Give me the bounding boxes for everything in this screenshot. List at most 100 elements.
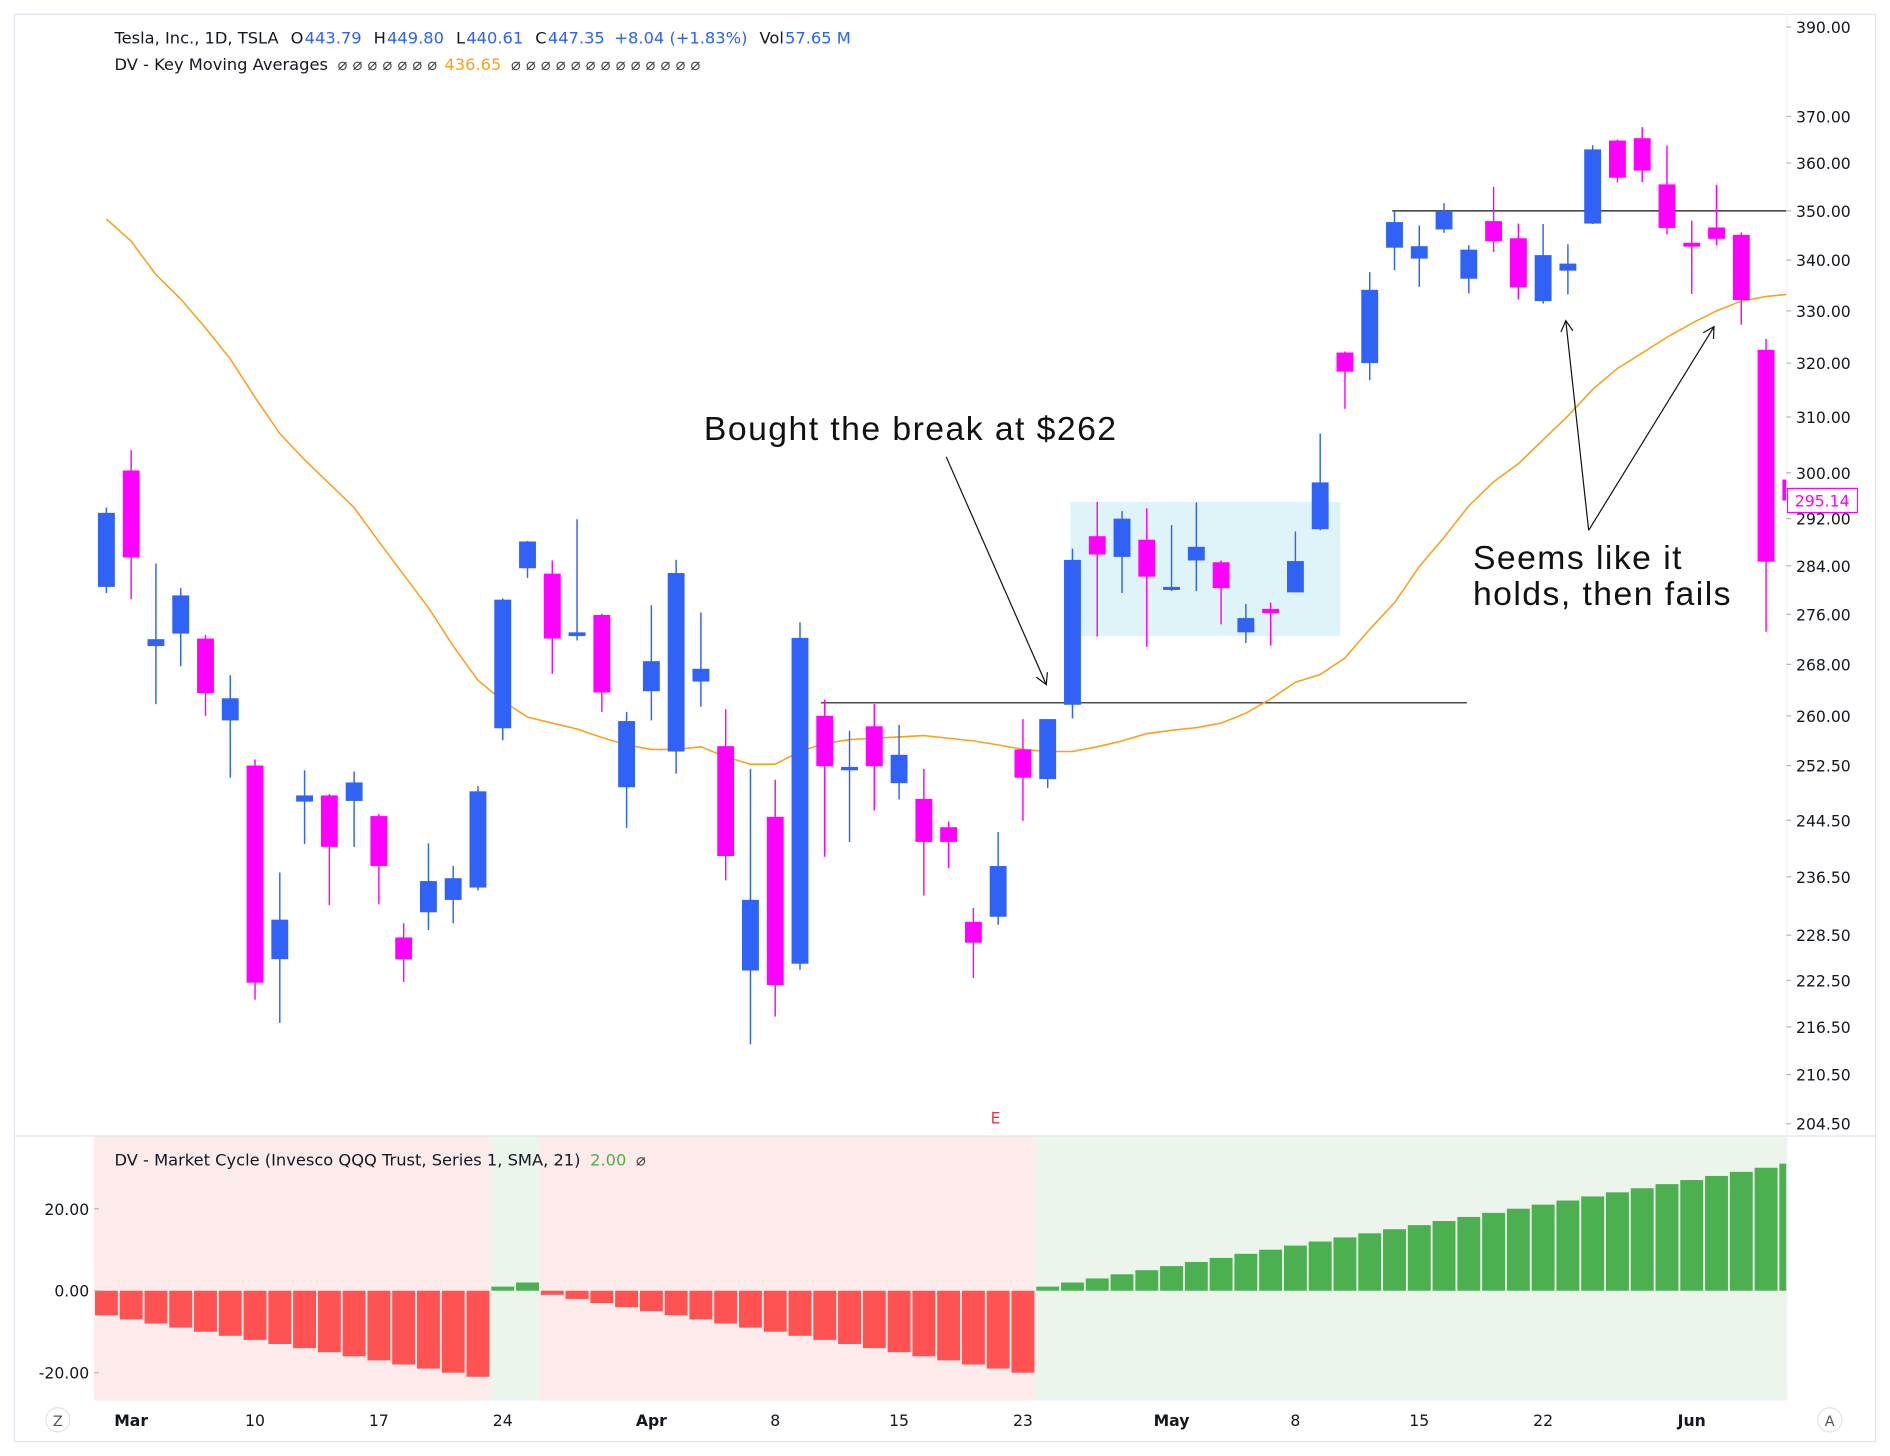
candle-body [395,937,413,960]
candle-body [1435,210,1453,230]
regime-shade [316,1136,343,1401]
candle-body [1212,562,1230,589]
annotation: Bought the break at $262 [704,410,1118,448]
cycle-bar [194,1290,217,1332]
cycle-bar [838,1290,861,1344]
candle-body [271,919,289,960]
candle-body [618,721,636,788]
y-tick-label: 204.50 [1796,1115,1851,1134]
cycle-bar [317,1290,341,1353]
candle-body [172,595,190,634]
candle-body [1113,518,1131,557]
cycle-bar [1160,1266,1184,1291]
candle-body [1187,546,1205,561]
y-tick-label: 350.00 [1796,202,1851,221]
y-tick-label: 268.00 [1796,655,1851,674]
regime-shade [515,1136,541,1401]
candle-body [1064,559,1081,705]
y-tick-label: 320.00 [1796,354,1851,373]
y-tick-label: 20.00 [44,1200,89,1219]
cycle-bar [1705,1175,1728,1291]
cycle-bar [293,1290,317,1349]
candle-body [989,866,1007,917]
cycle-bar [441,1290,465,1373]
candle-body [816,715,834,767]
button[interactable] [45,1407,71,1433]
y-tick-label: -20.00 [39,1364,89,1383]
candle-body [1163,586,1180,590]
arrow [1588,325,1715,531]
cycle-bar [738,1290,762,1328]
regime-shade [242,1136,269,1401]
cycle-bar [169,1290,193,1328]
candle-body [345,782,363,801]
regime-shade [738,1136,764,1401]
cycle-bar [1308,1241,1332,1291]
cycle-bar [1283,1245,1307,1291]
readout-value: 443.79 [305,28,362,47]
cycle-bar [763,1290,787,1332]
candle-body [791,637,809,964]
regime-shade [1109,1136,1136,1401]
regime-shade [564,1136,591,1401]
button-label[interactable]: Z [53,1414,63,1430]
candle-body [1336,352,1354,372]
cycle-bar [615,1290,639,1308]
cycle-bar [1333,1237,1357,1291]
cycle-bar [367,1290,391,1361]
regime-shade [911,1136,937,1401]
readout-label: H [374,28,386,47]
candle-body [221,698,239,721]
readout-label: O [291,28,304,47]
y-tick-label: 210.50 [1796,1066,1851,1085]
cycle-bar [268,1290,292,1344]
y-tick-label: 236.50 [1796,868,1851,887]
cycle-bar [1209,1257,1233,1291]
y-tick-label: 244.50 [1796,811,1851,830]
price-tag-label: 295.14 [1795,492,1850,511]
regime-shade [713,1136,739,1401]
regime-shade [812,1136,838,1401]
cycle-bar [1135,1270,1159,1291]
cycle-bar [1259,1249,1283,1291]
cycle-bar [1184,1262,1208,1291]
candle-body [915,798,933,842]
cycle-bar [1234,1253,1258,1291]
button-label[interactable]: A [1825,1414,1835,1430]
candle-body [940,827,958,842]
cycle-bar [961,1290,985,1365]
candle-body [1782,479,1787,501]
cycle-bar [1655,1184,1679,1291]
regime-shade [366,1136,392,1401]
cycle-bar [1383,1229,1406,1291]
cycle-bar [392,1290,416,1365]
ma-reading: 436.65 [444,55,501,74]
cycle-bar [986,1290,1010,1369]
regime-shade [638,1136,665,1401]
cycle-bar [516,1282,539,1291]
cycle-bar [664,1290,688,1316]
regime-shade [143,1136,169,1401]
regime-shade [1035,1136,1061,1401]
cycle-empty: ⌀ [636,1151,646,1170]
readout-value: 440.61 [466,28,523,47]
regime-shade [490,1136,516,1401]
cycle-bar [937,1290,961,1361]
cycle-bar [714,1290,738,1324]
cycle-bar [1531,1204,1555,1291]
cycle-bar [466,1290,490,1377]
annotation: holds, then fails [1473,575,1732,613]
candle-body [717,746,735,857]
x-tick-label: 17 [369,1411,389,1430]
candle-body [1410,246,1428,259]
candle-body [766,816,784,986]
cycle-bar [94,1290,118,1316]
arrow [1560,319,1590,531]
arrow [945,456,1049,686]
regime-shade [168,1136,194,1401]
cycle-bar [416,1290,440,1369]
cycle-bar [1407,1225,1431,1291]
candle-body [1658,184,1676,228]
button[interactable] [1817,1407,1843,1433]
